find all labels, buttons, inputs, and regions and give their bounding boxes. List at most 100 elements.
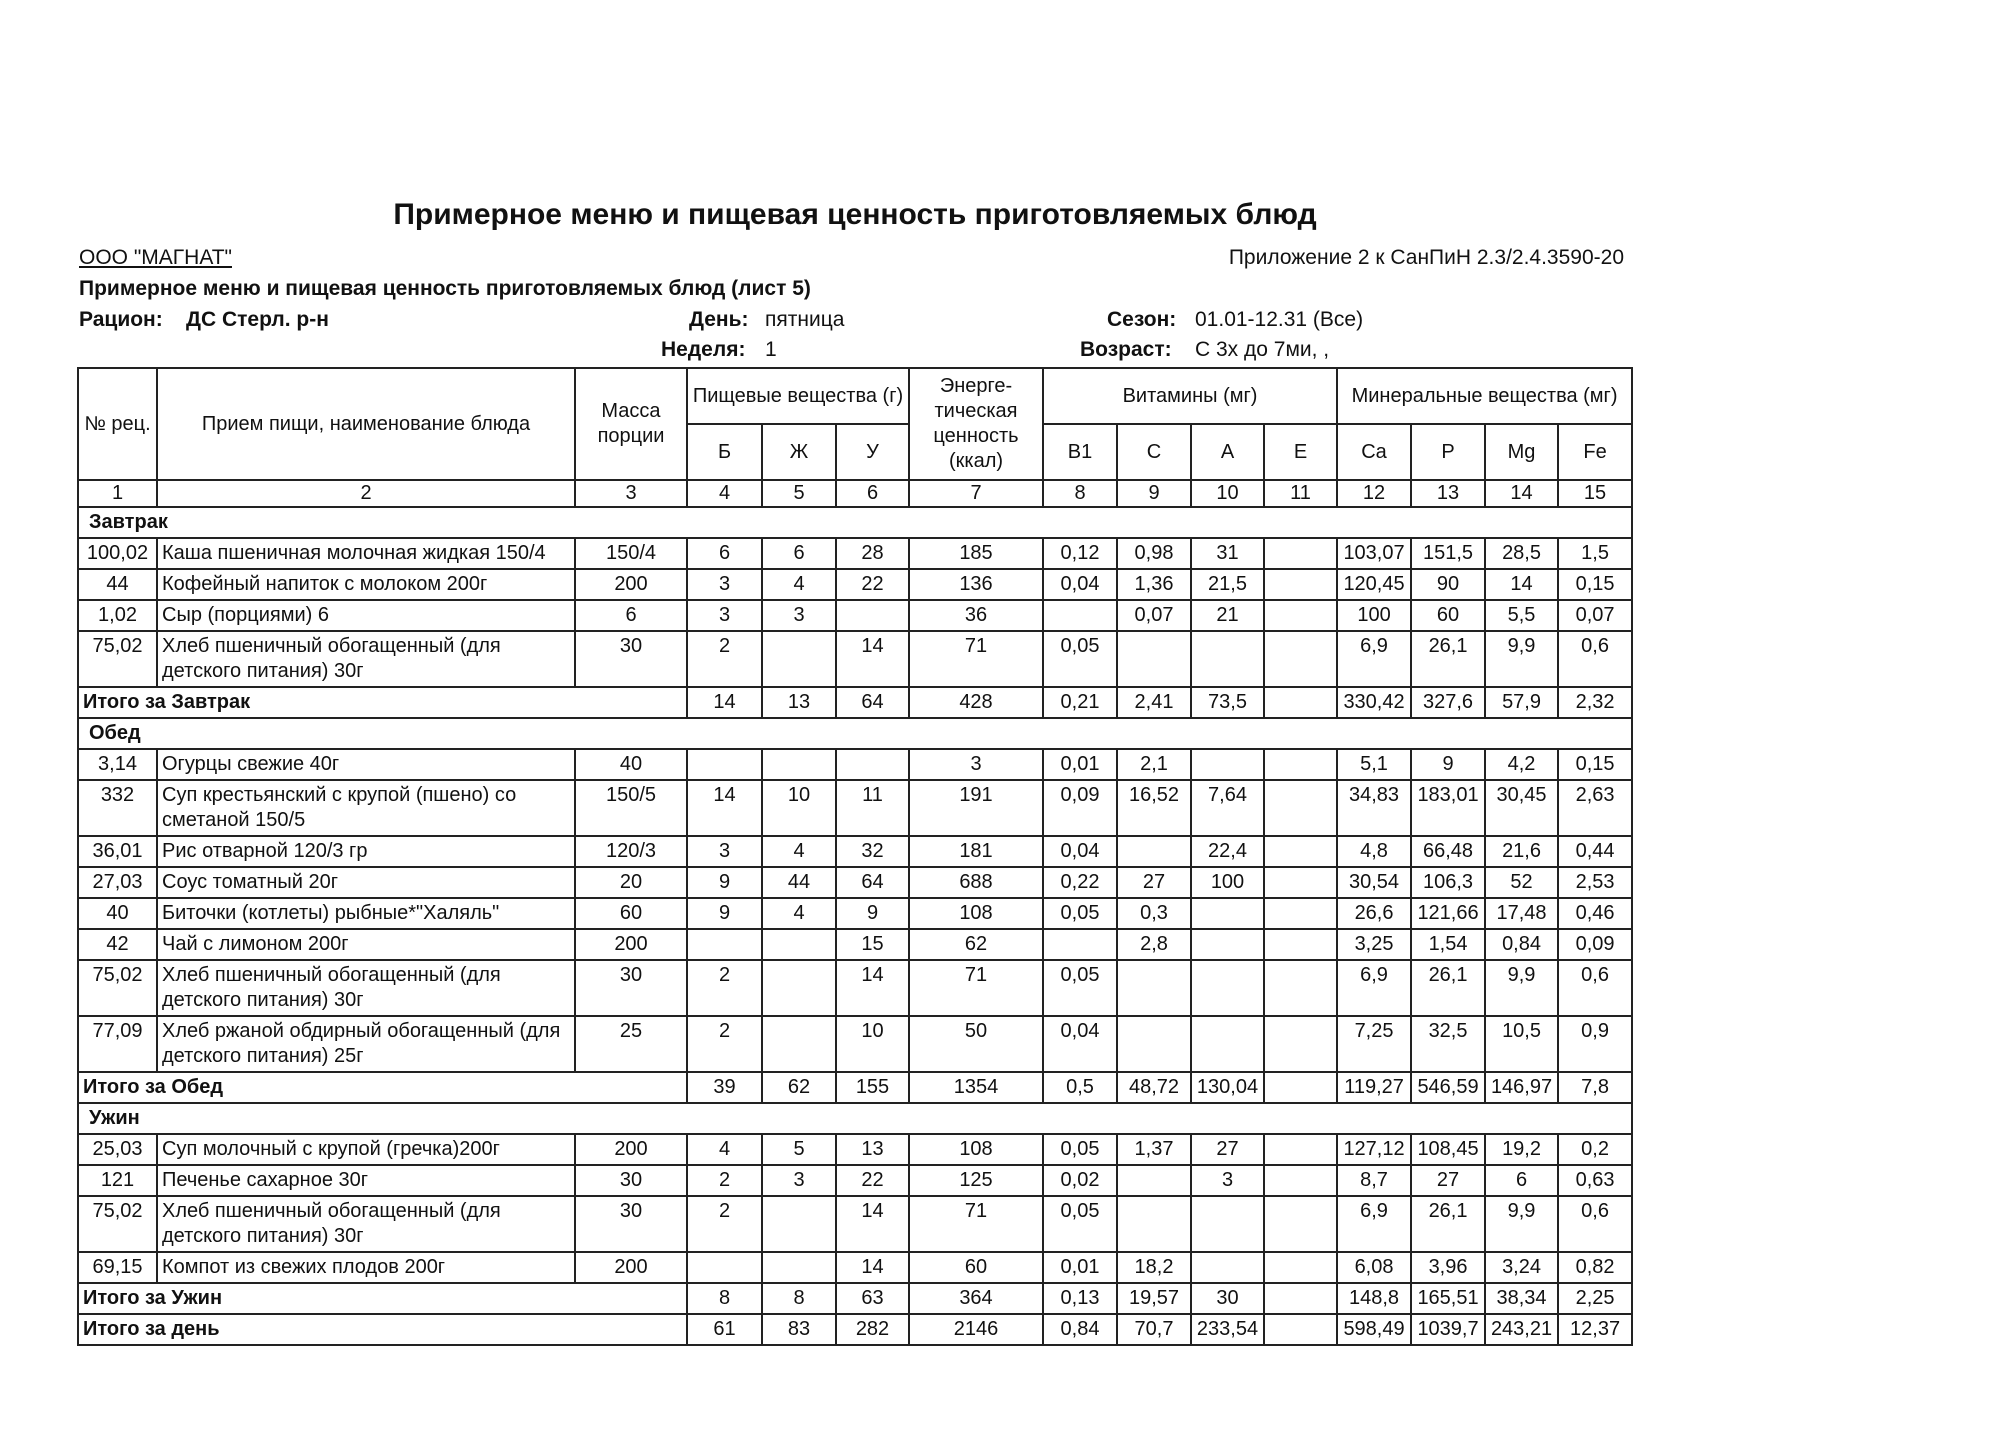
cell: 21,6 xyxy=(1484,835,1560,868)
cell: 183,01 xyxy=(1410,779,1487,837)
header-cell: Витамины (мг) xyxy=(1041,367,1339,425)
total-cell: 243,21 xyxy=(1484,1313,1560,1346)
cell: 5,1 xyxy=(1336,748,1413,781)
cell: 185 xyxy=(908,537,1044,570)
total-cell: 2,25 xyxy=(1557,1282,1634,1315)
total-row: Итого за Обед 39 62 155 1354 0,5 48,72 130,04 11… xyxy=(77,1071,1634,1104)
cell: 2,1 xyxy=(1116,748,1192,781)
cell: 14 xyxy=(835,1251,910,1284)
day-label: День: xyxy=(689,308,749,331)
item-row: 69,15 Компот из свежих плодов 200г 200 14 60… xyxy=(77,1251,1634,1284)
total-cell xyxy=(1262,1282,1339,1315)
cell: 0,05 xyxy=(1042,897,1118,930)
cell: 0,09 xyxy=(1557,928,1634,961)
cell: 108 xyxy=(908,897,1044,930)
cell: 4,8 xyxy=(1336,835,1413,868)
dish-name: Биточки (котлеты) рыбные*"Халяль" xyxy=(156,897,576,930)
cell: 0,04 xyxy=(1042,835,1118,868)
cell: 3,24 xyxy=(1484,1251,1560,1284)
cell: 22 xyxy=(835,1164,910,1197)
section-row: Обед xyxy=(76,717,1634,750)
cell: 0,01 xyxy=(1042,748,1118,781)
cell: 1,37 xyxy=(1116,1133,1192,1166)
cell: 0,6 xyxy=(1557,959,1634,1017)
cell: 0,44 xyxy=(1557,835,1634,868)
dish-name: Огурцы свежие 40г xyxy=(156,748,576,781)
item-row: 121 Печенье сахарное 30г 30 2 3 22 125 0,02 3 8,7… xyxy=(77,1164,1634,1197)
cell: 3,25 xyxy=(1336,928,1413,961)
section-name: Завтрак xyxy=(76,506,1634,539)
total-cell: 8 xyxy=(761,1282,837,1315)
cell: 0,98 xyxy=(1116,537,1192,570)
cell: 0,05 xyxy=(1042,959,1118,1017)
column-number: 12 xyxy=(1336,479,1413,508)
cell: 121 xyxy=(77,1164,158,1197)
total-cell: 63 xyxy=(835,1282,910,1315)
cell: 18,2 xyxy=(1116,1251,1192,1284)
cell: 0,84 xyxy=(1484,928,1560,961)
cell: 10 xyxy=(835,1015,910,1073)
cell: 0,05 xyxy=(1042,1133,1118,1166)
cell: 17,48 xyxy=(1484,897,1560,930)
cell xyxy=(1116,1164,1192,1197)
cell: 34,83 xyxy=(1336,779,1413,837)
item-row: 75,02 Хлеб пшеничный обогащенный (для дет… xyxy=(77,959,1634,1017)
cell: 62 xyxy=(908,928,1044,961)
cell: 121,66 xyxy=(1410,897,1487,930)
cell: 31 xyxy=(1190,537,1265,570)
cell: 125 xyxy=(908,1164,1044,1197)
cell: 8,7 xyxy=(1336,1164,1413,1197)
dish-name: Кофейный напиток с молоком 200г xyxy=(156,568,576,601)
cell xyxy=(1262,928,1339,961)
cell: 9,9 xyxy=(1484,959,1560,1017)
item-row: 75,02 Хлеб пшеничный обогащенный (для дет… xyxy=(77,630,1634,688)
cell: 0,46 xyxy=(1557,897,1634,930)
total-cell xyxy=(1262,1313,1339,1346)
cell: 200 xyxy=(574,928,688,961)
cell: 3 xyxy=(686,568,763,601)
cell: 2,8 xyxy=(1116,928,1192,961)
cell: 6,9 xyxy=(1336,1195,1413,1253)
week-value: 1 xyxy=(765,338,777,361)
cell: 90 xyxy=(1410,568,1487,601)
cell xyxy=(1262,959,1339,1017)
total-cell: 546,59 xyxy=(1410,1071,1487,1104)
total-cell: 48,72 xyxy=(1116,1071,1192,1104)
total-cell: 119,27 xyxy=(1336,1071,1413,1104)
total-cell: 57,9 xyxy=(1484,686,1560,719)
cell xyxy=(761,630,837,688)
cell: 36 xyxy=(908,599,1044,632)
total-cell: 146,97 xyxy=(1484,1071,1560,1104)
cell xyxy=(686,928,763,961)
cell: 0,12 xyxy=(1042,537,1118,570)
cell: 151,5 xyxy=(1410,537,1487,570)
header-cell: Энерге- тическая ценность (ккал) xyxy=(908,367,1044,481)
cell: 9 xyxy=(686,866,763,899)
cell: 28,5 xyxy=(1484,537,1560,570)
column-number: 9 xyxy=(1116,479,1192,508)
cell: 3,14 xyxy=(77,748,158,781)
cell xyxy=(1262,897,1339,930)
subheader-cell: Fe xyxy=(1557,423,1634,481)
column-number: 14 xyxy=(1484,479,1560,508)
total-cell: 0,5 xyxy=(1042,1071,1118,1104)
cell: 2 xyxy=(686,630,763,688)
cell xyxy=(1262,630,1339,688)
total-cell: 233,54 xyxy=(1190,1313,1265,1346)
ration-label: Рацион: xyxy=(79,308,163,331)
cell: 7,25 xyxy=(1336,1015,1413,1073)
total-row: Итого за день 61 83 282 2146 0,84 70,7 233,54 59… xyxy=(77,1313,1634,1346)
cell xyxy=(1262,1251,1339,1284)
column-number: 8 xyxy=(1042,479,1118,508)
cell: 75,02 xyxy=(77,1195,158,1253)
cell xyxy=(761,1251,837,1284)
cell xyxy=(1262,748,1339,781)
item-row: 332 Суп крестьянский с крупой (пшено) со … xyxy=(77,779,1634,837)
cell: 0,2 xyxy=(1557,1133,1634,1166)
cell: 26,6 xyxy=(1336,897,1413,930)
cell: 1,5 xyxy=(1557,537,1634,570)
cell: 6 xyxy=(1484,1164,1560,1197)
cell: 3 xyxy=(908,748,1044,781)
cell: 0,3 xyxy=(1116,897,1192,930)
